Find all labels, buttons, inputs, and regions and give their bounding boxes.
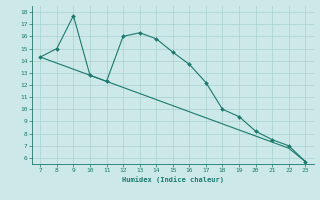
X-axis label: Humidex (Indice chaleur): Humidex (Indice chaleur) <box>122 176 224 183</box>
